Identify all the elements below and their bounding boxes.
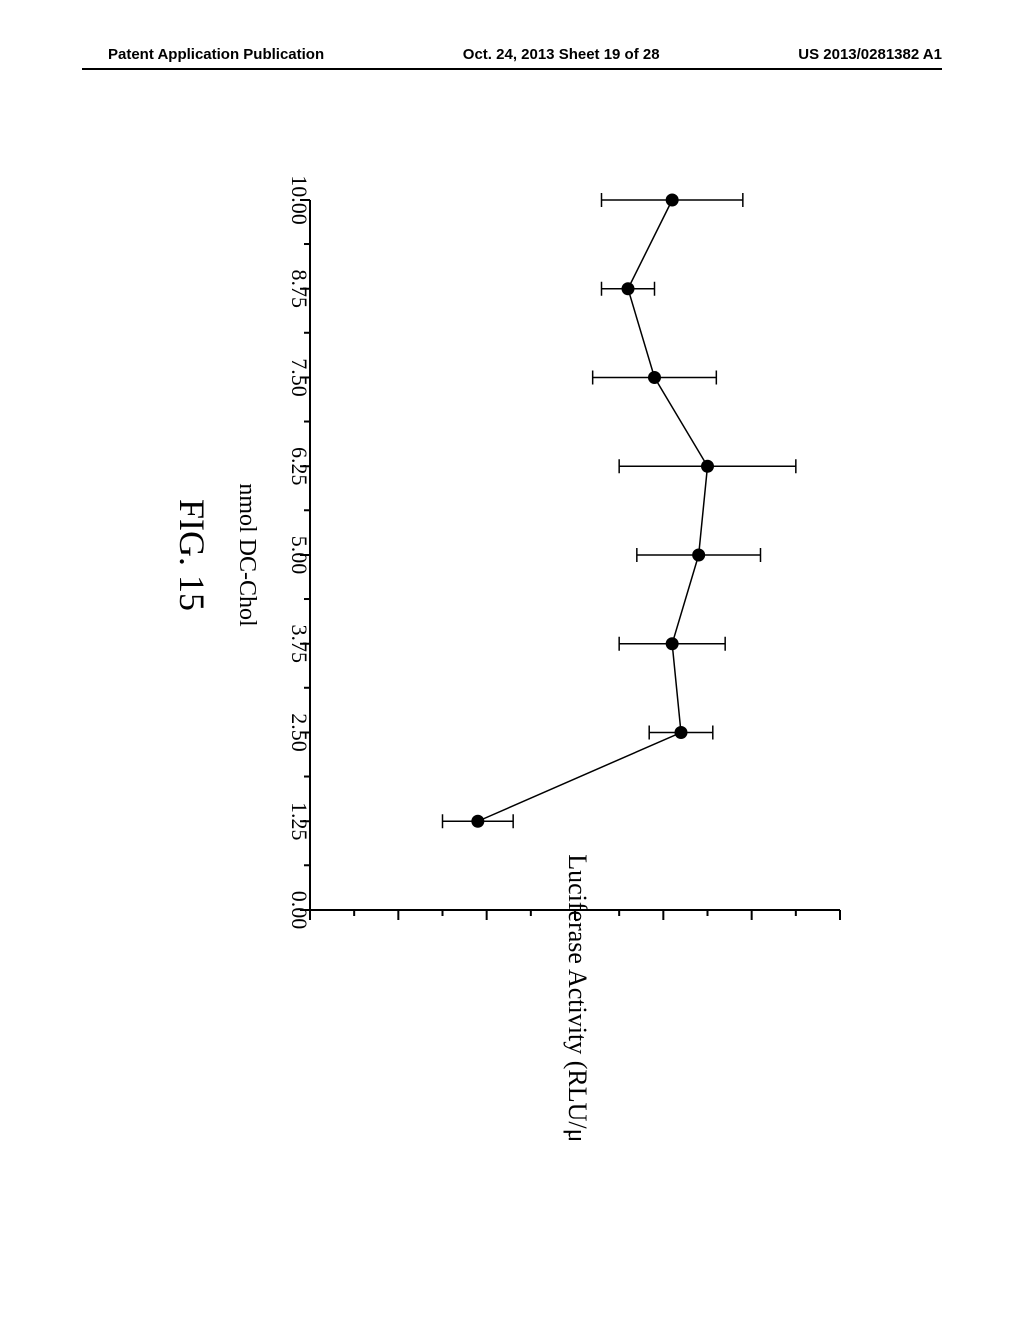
svg-text:3.75: 3.75 xyxy=(287,625,312,664)
chart-svg: 0500000100000015000002000000250000030000… xyxy=(120,140,900,1140)
svg-text:Luciferase Activity (RLU/μg Pr: Luciferase Activity (RLU/μg Protein) xyxy=(563,854,592,1140)
svg-text:0.00: 0.00 xyxy=(287,891,312,930)
svg-text:nmol DC-Chol: nmol DC-Chol xyxy=(234,483,260,627)
chart-figure-15: 0500000100000015000002000000250000030000… xyxy=(120,140,900,1140)
header-left: Patent Application Publication xyxy=(108,46,324,63)
svg-text:1.25: 1.25 xyxy=(287,802,312,841)
svg-text:8.75: 8.75 xyxy=(287,270,312,309)
svg-text:6.25: 6.25 xyxy=(287,447,312,486)
svg-text:5.00: 5.00 xyxy=(287,536,312,575)
header-center: Oct. 24, 2013 Sheet 19 of 28 xyxy=(463,46,660,63)
header-rule xyxy=(82,68,942,70)
header-right: US 2013/0281382 A1 xyxy=(798,46,942,63)
page-header: Patent Application Publication Oct. 24, … xyxy=(0,46,1024,63)
svg-text:10.00: 10.00 xyxy=(287,175,312,225)
svg-text:7.50: 7.50 xyxy=(287,358,312,397)
svg-text:FIG. 15: FIG. 15 xyxy=(172,499,212,611)
svg-text:2.50: 2.50 xyxy=(287,713,312,752)
